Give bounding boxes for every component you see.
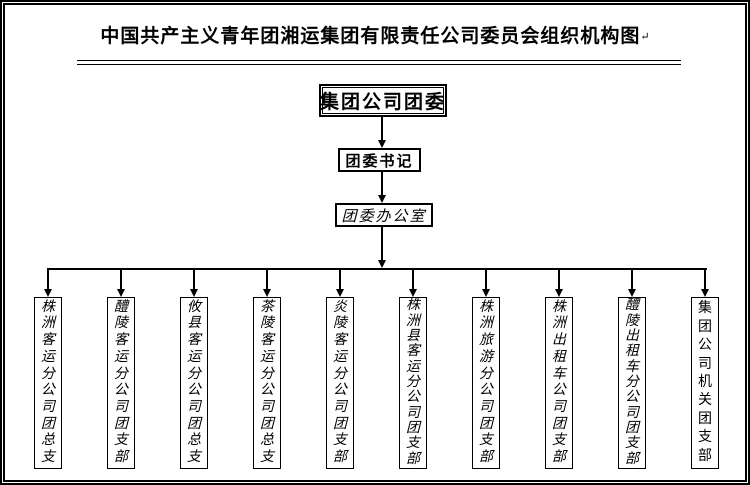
arrowhead-down (555, 289, 563, 297)
branch-node-8: 株洲出租车公司团支部 (545, 270, 573, 469)
branch-box-zhuzhouxian-keyun: 株洲县客运分公司团支部 (399, 297, 427, 469)
branch-node-5: 炎陵客运分公司团支部 (326, 270, 354, 469)
branch-label: 集团公司机关团支部 (698, 301, 712, 464)
drop-line (266, 270, 268, 289)
drop-line (631, 270, 633, 289)
arrowhead-down (336, 289, 344, 297)
branch-box-liling-keyun: 醴陵客运分公司团支部 (107, 297, 135, 469)
branch-box-youxian-keyun: 攸县客运分公司团总支 (180, 297, 208, 469)
branch-label: 株洲出租车公司团支部 (552, 299, 566, 466)
connector-office-branches (377, 227, 387, 268)
branch-box-zhuzhou-keyun: 株洲客运分公司团总支 (34, 297, 62, 469)
connector-line (381, 172, 383, 195)
node-secretary: 团委书记 (338, 148, 421, 172)
node-office: 团委办公室 (335, 203, 433, 227)
branch-label: 株洲旅游分公司团支部 (479, 299, 493, 466)
branch-distribution-line (47, 268, 707, 270)
branch-node-3: 攸县客运分公司团总支 (180, 270, 208, 469)
branch-node-4: 茶陵客运分公司团总支 (253, 270, 281, 469)
branch-node-7: 株洲旅游分公司团支部 (472, 270, 500, 469)
arrowhead-down (190, 289, 198, 297)
connector-root-secretary (377, 117, 387, 148)
branch-label: 株洲客运分公司团总支 (41, 299, 55, 466)
branch-label: 株洲县客运分公司团支部 (406, 298, 420, 467)
branch-node-9: 醴陵出租车分公司团支部 (618, 270, 646, 469)
branch-box-liling-chuzuche: 醴陵出租车分公司团支部 (618, 297, 646, 469)
drop-line (558, 270, 560, 289)
node-group-company-committee-label: 集团公司团委 (320, 87, 444, 114)
arrowhead-down (378, 260, 386, 268)
arrowhead-down (378, 195, 386, 203)
arrowhead-down (117, 289, 125, 297)
branch-label: 茶陵客运分公司团总支 (260, 299, 274, 466)
node-group-company-committee: 集团公司团委 (319, 84, 447, 117)
branch-box-yanling-keyun: 炎陵客运分公司团支部 (326, 297, 354, 469)
arrowhead-down (628, 289, 636, 297)
drop-line (47, 270, 49, 289)
arrowhead-down (263, 289, 271, 297)
branch-box-jituan-jiguan: 集团公司机关团支部 (691, 297, 719, 469)
drop-line (339, 270, 341, 289)
arrowhead-down (378, 140, 386, 148)
chart-title-text: 中国共产主义青年团湘运集团有限责任公司委员会组织机构图 (100, 26, 641, 47)
paragraph-mark: ↵ (640, 31, 650, 43)
connector-line (381, 117, 383, 140)
arrowhead-down (44, 289, 52, 297)
arrowhead-down (482, 289, 490, 297)
branch-box-chaling-keyun: 茶陵客运分公司团总支 (253, 297, 281, 469)
connector-line (381, 227, 383, 260)
title-underline (77, 60, 681, 65)
branch-label: 攸县客运分公司团总支 (187, 299, 201, 466)
branch-node-2: 醴陵客运分公司团支部 (107, 270, 135, 469)
arrowhead-down (409, 289, 417, 297)
arrowhead-down (701, 289, 709, 297)
drop-line (485, 270, 487, 289)
drop-line (704, 270, 706, 289)
branch-node-1: 株洲客运分公司团总支 (34, 270, 62, 469)
drop-line (120, 270, 122, 289)
chart-title: 中国共产主义青年团湘运集团有限责任公司委员会组织机构图↵ (5, 21, 745, 48)
branch-label: 醴陵客运分公司团支部 (114, 299, 128, 466)
drop-line (193, 270, 195, 289)
drop-line (412, 270, 414, 289)
branch-box-zhuzhou-chuzuche: 株洲出租车公司团支部 (545, 297, 573, 469)
branch-label: 醴陵出租车分公司团支部 (625, 298, 639, 467)
connector-secretary-office (377, 172, 387, 203)
branch-node-6: 株洲县客运分公司团支部 (399, 270, 427, 469)
branch-node-10: 集团公司机关团支部 (691, 270, 719, 469)
branch-box-zhuzhou-lvyou: 株洲旅游分公司团支部 (472, 297, 500, 469)
branch-label: 炎陵客运分公司团支部 (333, 299, 347, 466)
